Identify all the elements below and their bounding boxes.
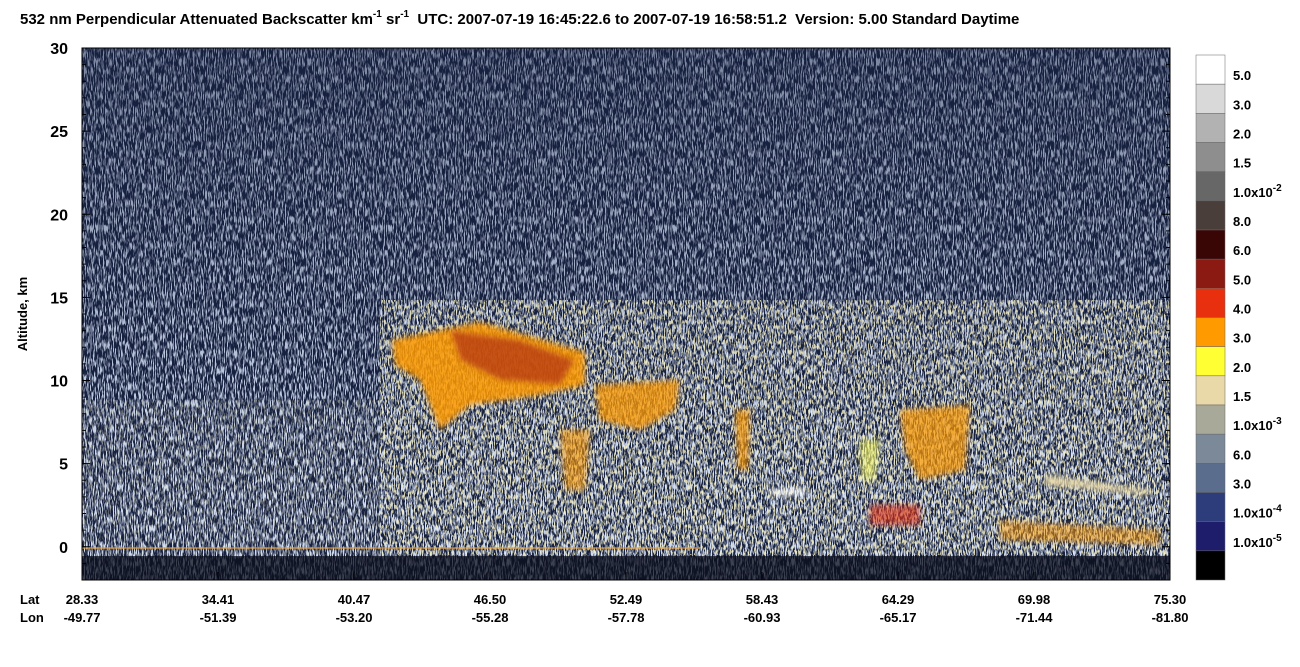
colorbar-box — [1195, 550, 1226, 581]
colorbar-label-base: 1.0x10 — [1233, 185, 1273, 200]
colorbar-label: 3.0 — [1233, 477, 1251, 492]
colorbar-label: 3.0 — [1233, 97, 1251, 112]
chart-title: 532 nm Perpendicular Attenuated Backscat… — [20, 9, 1019, 28]
colorbar-label-base: 1.0x10 — [1233, 535, 1273, 550]
colorbar-label: 1.0x10-4 — [1233, 504, 1282, 521]
colorbar-box — [1195, 229, 1226, 260]
colorbar-box — [1195, 346, 1226, 377]
x-tick-label: 69.98 — [1018, 592, 1051, 607]
colorbar-label-exp: -4 — [1273, 504, 1282, 515]
x-tick-label: -55.28 — [472, 610, 509, 625]
x-tick-label: 46.50 — [474, 592, 507, 607]
colorbar-label: 2.0 — [1233, 127, 1251, 142]
colorbar-box — [1195, 317, 1226, 347]
colorbar-box — [1195, 375, 1226, 406]
colorbar-box — [1195, 288, 1226, 318]
cloud-feature — [900, 405, 970, 480]
x-tick-label: 58.43 — [746, 592, 779, 607]
axes: 0 5 10 15 20 25 30 Lat Lon 28.33 -49.77 34.41 -51.39… — [20, 41, 1188, 625]
colorbar-box — [1195, 171, 1226, 202]
colorbar-label: 6.0 — [1233, 243, 1251, 258]
y-tick-label: 0 — [59, 540, 68, 557]
colorbar-box — [1195, 433, 1226, 464]
colorbar-box — [1195, 492, 1226, 522]
colorbar-box — [1195, 463, 1226, 493]
curtain — [81, 47, 1171, 581]
x-tick-label: -81.80 — [1152, 610, 1189, 625]
colorbar-box — [1195, 83, 1226, 114]
x-row-label: Lon — [20, 610, 44, 625]
x-tick-label: 64.29 — [882, 592, 915, 607]
colorbar-label: 1.0x10-2 — [1233, 183, 1282, 200]
cloud-feature — [860, 440, 880, 480]
x-tick-label: 34.41 — [202, 592, 235, 607]
cloud-features — [392, 322, 1160, 545]
x-tick-label: 28.33 — [66, 592, 99, 607]
title-text: sr — [382, 11, 401, 28]
colorbar-box — [1195, 113, 1226, 143]
y-tick-label: 15 — [50, 290, 68, 307]
colorbar-label: 5.0 — [1233, 68, 1251, 83]
colorbar-label-exp: -3 — [1273, 416, 1282, 427]
colorbar-box — [1195, 54, 1226, 85]
x-tick-label: 52.49 — [610, 592, 643, 607]
colorbar-label: 5.0 — [1233, 272, 1251, 287]
colorbar-box — [1195, 521, 1226, 552]
cloud-feature — [595, 380, 680, 430]
x-tick-label: -65.17 — [880, 610, 917, 625]
title-text: 532 nm Perpendicular Attenuated Backscat… — [20, 11, 373, 28]
colorbar: 5.03.02.01.51.0x10-28.06.05.04.03.02.01.… — [1195, 54, 1282, 581]
colorbar-label: 8.0 — [1233, 214, 1251, 229]
y-tick-label: 5 — [59, 457, 68, 474]
colorbar-box — [1195, 258, 1226, 289]
colorbar-label: 6.0 — [1233, 447, 1251, 462]
title-sup: -1 — [400, 9, 409, 20]
x-tick-label: 75.30 — [1154, 592, 1187, 607]
x-tick-label: -51.39 — [200, 610, 237, 625]
curtain-noise — [82, 48, 1170, 580]
x-tick-label: -49.77 — [64, 610, 101, 625]
colorbar-label-base: 1.0x10 — [1233, 506, 1273, 521]
colorbar-label: 1.0x10-5 — [1233, 533, 1282, 550]
x-tick-label: -57.78 — [608, 610, 645, 625]
colorbar-box — [1195, 200, 1226, 231]
title-sup: -1 — [373, 9, 382, 20]
title-text: UTC: 2007-07-19 16:45:22.6 to 2007-07-19… — [409, 11, 1019, 28]
cloud-feature — [1045, 475, 1150, 495]
colorbar-label-exp: -5 — [1273, 533, 1282, 544]
colorbar-label: 2.0 — [1233, 360, 1251, 375]
cloud-feature — [450, 330, 575, 385]
colorbar-label-exp: -2 — [1273, 183, 1282, 194]
x-tick-label: -60.93 — [744, 610, 781, 625]
x-tick-label: -71.44 — [1016, 610, 1054, 625]
y-axis-label: Altitude, km — [15, 277, 30, 351]
y-tick-label: 30 — [50, 41, 68, 58]
cloud-feature — [560, 430, 590, 490]
cloud-feature — [1000, 520, 1160, 545]
y-tick-label: 25 — [50, 124, 68, 141]
cloud-feature — [870, 505, 920, 525]
y-tick-label: 20 — [50, 207, 68, 224]
cloud-feature — [770, 488, 805, 495]
cloud-feature — [735, 410, 750, 470]
colorbar-box — [1195, 404, 1226, 435]
colorbar-label: 1.5 — [1233, 156, 1251, 171]
colorbar-label: 1.5 — [1233, 389, 1251, 404]
colorbar-label: 3.0 — [1233, 331, 1251, 346]
colorbar-label: 1.0x10-3 — [1233, 416, 1282, 433]
x-tick-label: -53.20 — [336, 610, 373, 625]
x-tick-label: 40.47 — [338, 592, 371, 607]
colorbar-box — [1195, 142, 1226, 172]
colorbar-label-base: 1.0x10 — [1233, 418, 1273, 433]
colorbar-label: 4.0 — [1233, 302, 1251, 317]
y-tick-label: 10 — [50, 374, 68, 391]
x-row-label: Lat — [20, 592, 40, 607]
